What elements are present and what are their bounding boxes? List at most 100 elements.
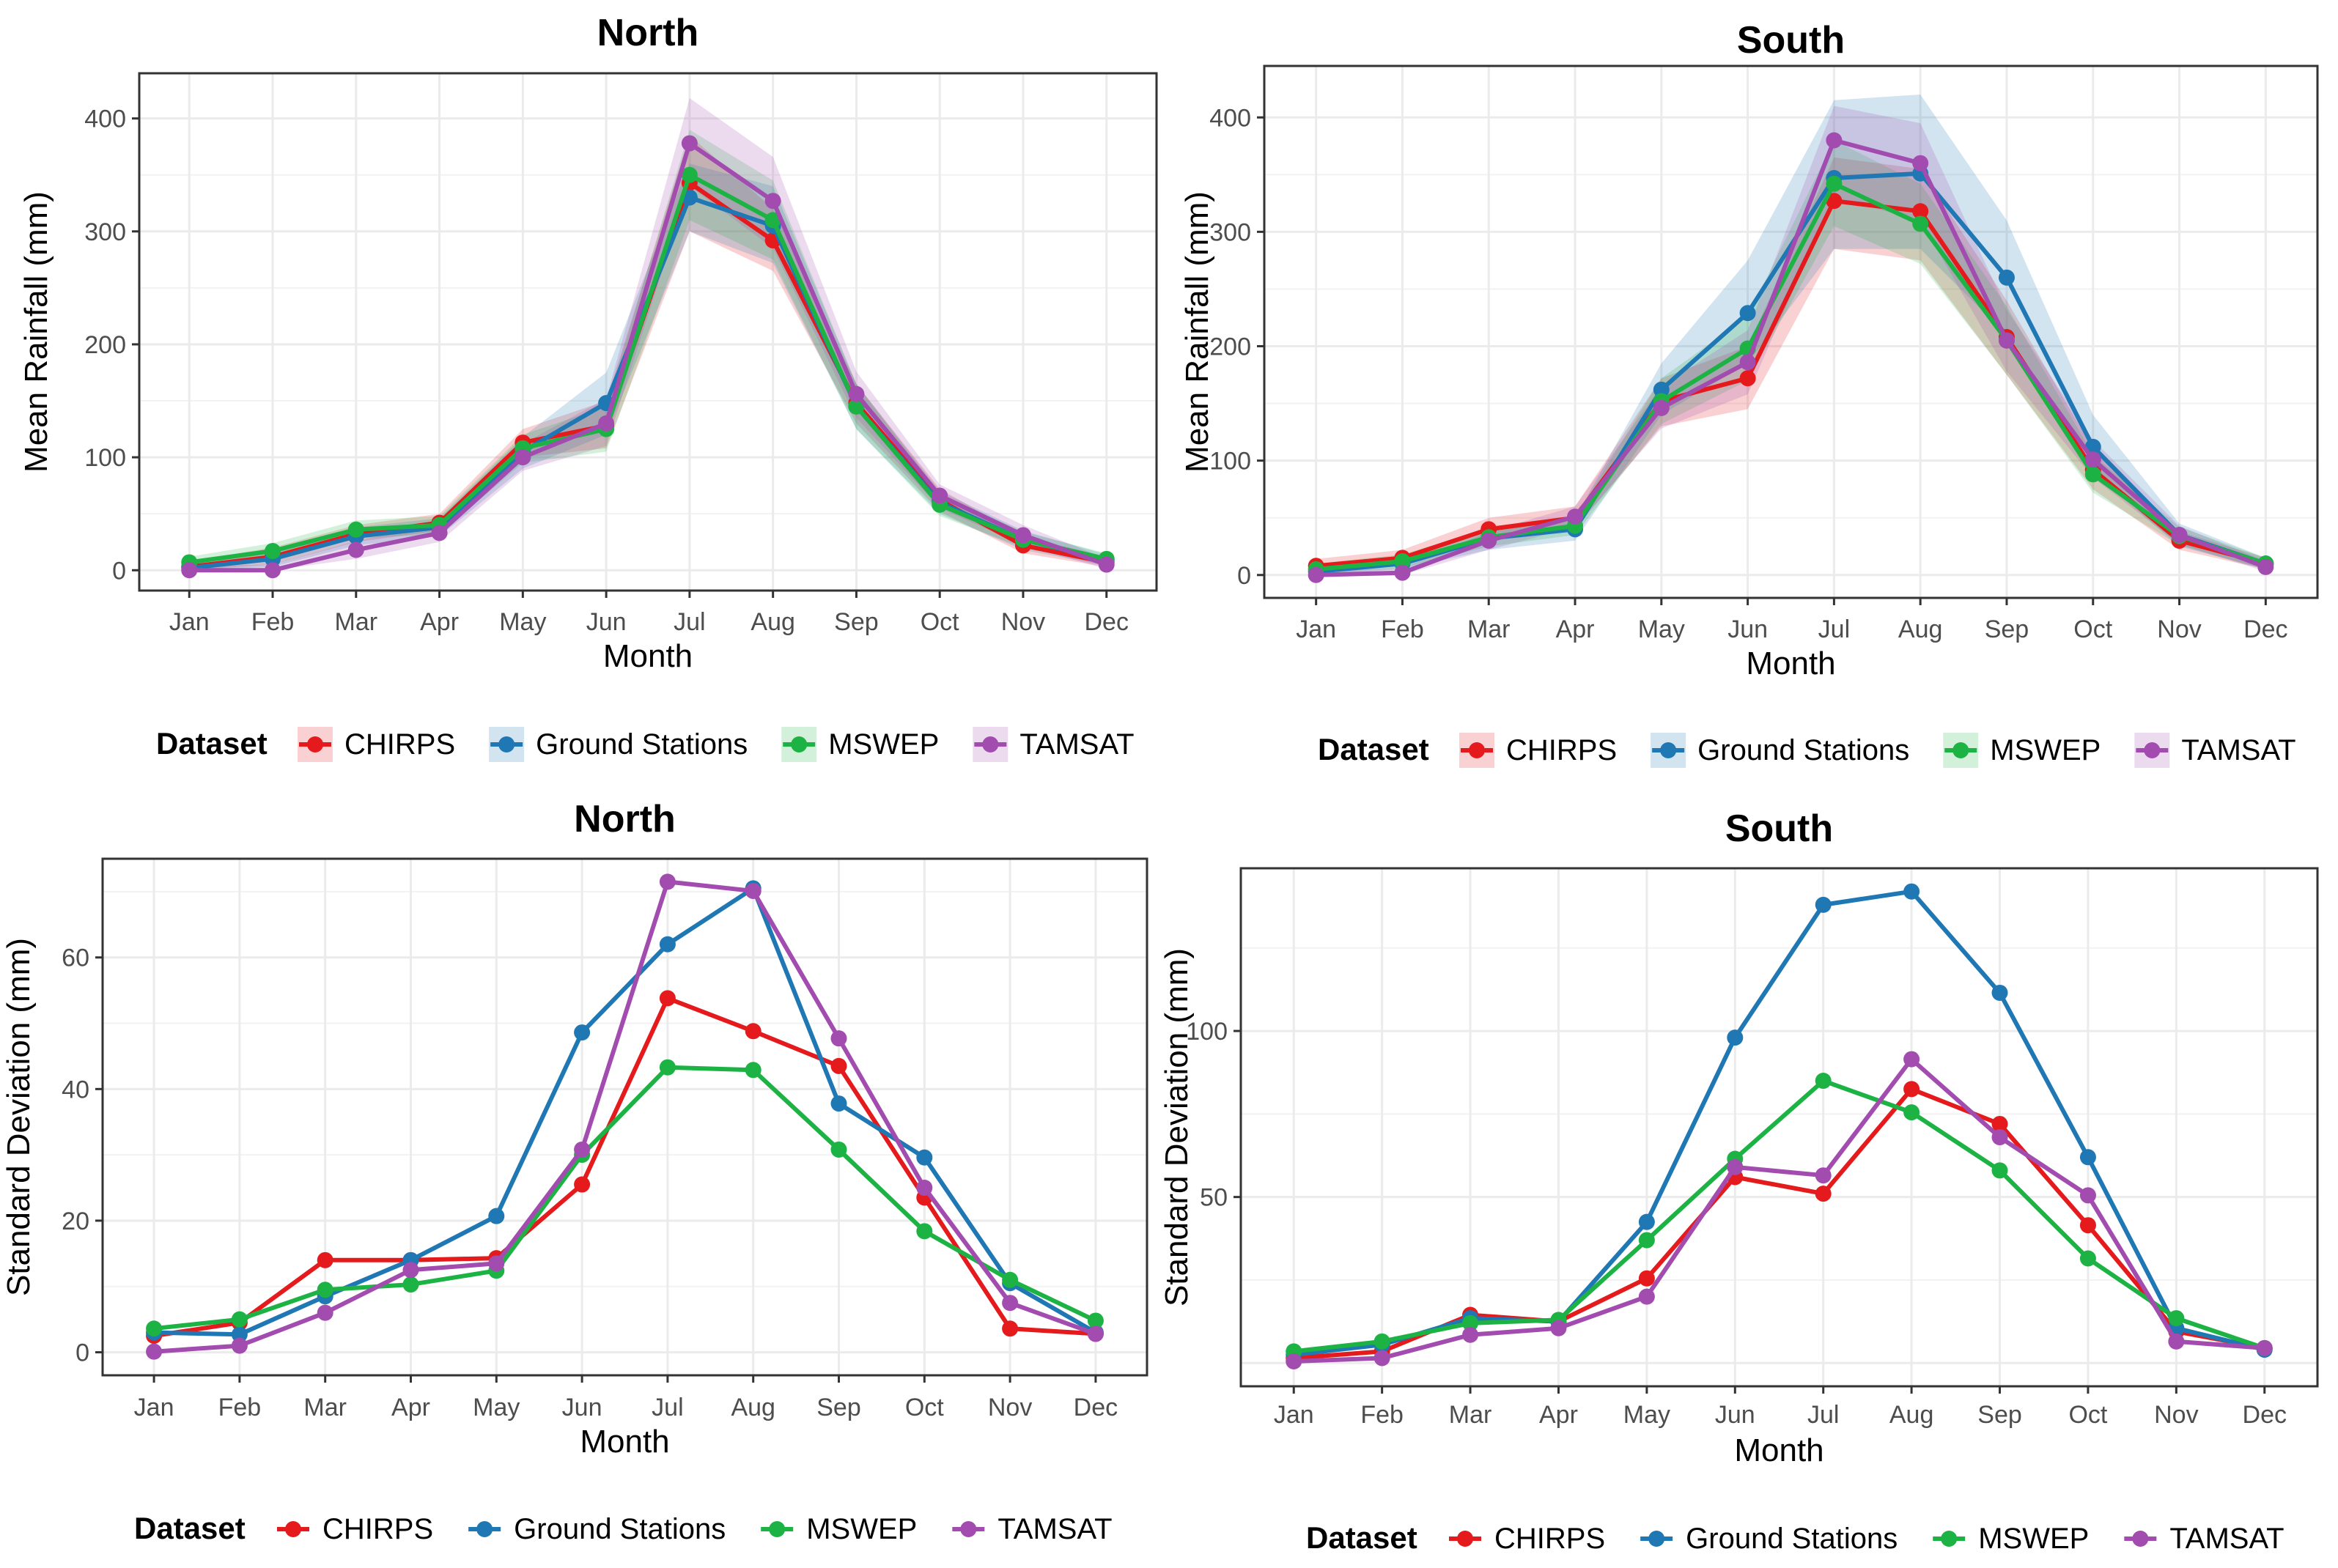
x-tick-label: Nov — [1001, 608, 1045, 636]
data-point-ground-stations — [659, 936, 676, 953]
data-point-tamsat — [1286, 1353, 1302, 1370]
data-point-mswep — [1394, 553, 1411, 570]
x-tick-label: Apr — [1539, 1401, 1578, 1429]
data-point-mswep — [830, 1141, 847, 1158]
legend-key-point — [1941, 1531, 1958, 1547]
data-point-chirps — [2079, 1217, 2096, 1234]
x-tick-label: Oct — [2073, 615, 2112, 643]
legend-item-mswep: MSWEP — [761, 1513, 917, 1545]
legend-title: Dataset — [156, 726, 268, 761]
data-point-ground-stations — [1815, 896, 1832, 913]
series-line-mswep — [187, 172, 1109, 565]
legend-title: Dataset — [134, 1511, 246, 1545]
data-point-tamsat — [2171, 527, 2188, 544]
y-axis-label: Mean Rainfall (mm) — [18, 191, 54, 473]
series-line-ground-stations — [1291, 889, 2267, 1357]
x-tick-label: Sep — [834, 608, 879, 636]
legend-key-point — [2144, 742, 2161, 758]
data-point-mswep — [2079, 1250, 2096, 1267]
legend-label: TAMSAT — [997, 1513, 1112, 1545]
data-point-tamsat — [2256, 1339, 2273, 1356]
x-tick-label: Oct — [905, 1394, 944, 1421]
legend: Dataset CHIRPS Ground Stations MSWEP TAMSAT — [156, 726, 1135, 762]
x-axis-label: Month — [1734, 1432, 1823, 1468]
data-point-tamsat — [347, 541, 364, 558]
data-point-tamsat — [2084, 451, 2101, 468]
data-point-chirps — [1903, 1081, 1920, 1098]
data-point-chirps — [1638, 1270, 1655, 1287]
data-point-tamsat — [1991, 1129, 2008, 1146]
x-tick-label: Sep — [1977, 1401, 2022, 1429]
legend-item-mswep: MSWEP — [781, 727, 939, 762]
y-tick-label: 0 — [75, 1339, 89, 1367]
legend-item-ground-stations: Ground Stations — [1651, 733, 1909, 768]
y-axis-label: Standard Deviation (mm) — [1, 938, 37, 1296]
series-line-mswep — [152, 1065, 1098, 1331]
x-tick-label: Mar — [1467, 615, 1511, 643]
y-axis-label: Standard Deviation (mm) — [1159, 948, 1195, 1306]
data-point-chirps — [659, 990, 676, 1007]
x-tick-label: Feb — [251, 608, 295, 636]
data-point-ground-stations — [1998, 269, 2015, 286]
x-tick-label: Aug — [1898, 615, 1943, 643]
x-tick-label: Apr — [1556, 615, 1595, 643]
legend-key-point — [960, 1521, 977, 1537]
legend-item-mswep: MSWEP — [1933, 1523, 2089, 1555]
north-mean-panel: 0 100 200 300 400 Jan Feb Mar Apr May Jun Jul Aug Sep… — [18, 12, 1158, 762]
legend-key-point — [498, 736, 515, 752]
data-point-tamsat — [181, 562, 198, 579]
legend-label: MSWEP — [1978, 1523, 2089, 1555]
data-point-mswep — [1373, 1333, 1390, 1350]
data-point-ground-stations — [574, 1024, 591, 1041]
chart-title: North — [597, 12, 699, 54]
legend-key-point — [1648, 1531, 1665, 1547]
data-point-tamsat — [1739, 354, 1756, 371]
y-tick-label: 0 — [1237, 562, 1251, 590]
data-point-mswep — [659, 1059, 676, 1076]
data-point-tamsat — [2079, 1187, 2096, 1204]
x-tick-label: Aug — [731, 1394, 775, 1421]
data-point-chirps — [1991, 1115, 2008, 1132]
x-tick-label: Jul — [1818, 615, 1850, 643]
y-tick-label: 40 — [62, 1076, 89, 1103]
data-point-mswep — [2084, 466, 2101, 483]
x-tick-label: Jul — [1807, 1401, 1839, 1429]
data-point-tamsat — [1998, 332, 2015, 349]
data-point-mswep — [1991, 1162, 2008, 1179]
x-tick-label: Apr — [420, 608, 459, 636]
data-point-mswep — [1002, 1271, 1019, 1288]
x-tick-label: Jan — [134, 1394, 174, 1421]
data-point-tamsat — [1550, 1320, 1567, 1336]
data-point-tamsat — [598, 415, 615, 432]
x-tick-label: Aug — [751, 608, 795, 636]
legend-label: MSWEP — [1990, 734, 2101, 766]
data-point-tamsat — [265, 562, 281, 579]
legend-item-tamsat: TAMSAT — [2134, 733, 2296, 768]
x-axis-label: Month — [1746, 646, 1835, 681]
data-point-tamsat — [2257, 558, 2274, 575]
data-point-tamsat — [515, 449, 531, 466]
data-point-ground-stations — [1903, 883, 1920, 900]
x-tick-label: May — [499, 608, 546, 636]
data-point-tamsat — [1815, 1167, 1832, 1184]
y-axis-label: Mean Rainfall (mm) — [1179, 191, 1215, 473]
series-line-tamsat — [152, 879, 1098, 1354]
north-sd-panel: 0 20 40 60 Jan Feb Mar Apr May Jun Jul Aug Sep Oct Nov… — [1, 798, 1148, 1545]
data-point-tamsat — [488, 1255, 505, 1272]
legend-item-tamsat: TAMSAT — [2124, 1523, 2284, 1555]
data-point-ground-stations — [231, 1326, 248, 1343]
north-sd-panel-border — [101, 857, 1148, 1377]
chart-title: South — [1737, 19, 1845, 62]
data-point-mswep — [146, 1320, 163, 1337]
x-tick-label: Nov — [2154, 1401, 2198, 1429]
series-line-chirps — [1313, 199, 2268, 569]
legend: Dataset CHIRPS Ground Stations MSWEP TAMSAT — [1318, 732, 2296, 768]
legend-key-point — [1469, 742, 1485, 758]
x-tick-label: Dec — [2243, 615, 2287, 643]
x-tick-label: Jun — [1727, 615, 1768, 643]
data-point-chirps — [1002, 1320, 1019, 1337]
x-tick-label: Mar — [303, 1394, 347, 1421]
data-point-tamsat — [659, 873, 676, 890]
data-point-tamsat — [317, 1304, 333, 1321]
legend-label: TAMSAT — [1019, 728, 1134, 761]
